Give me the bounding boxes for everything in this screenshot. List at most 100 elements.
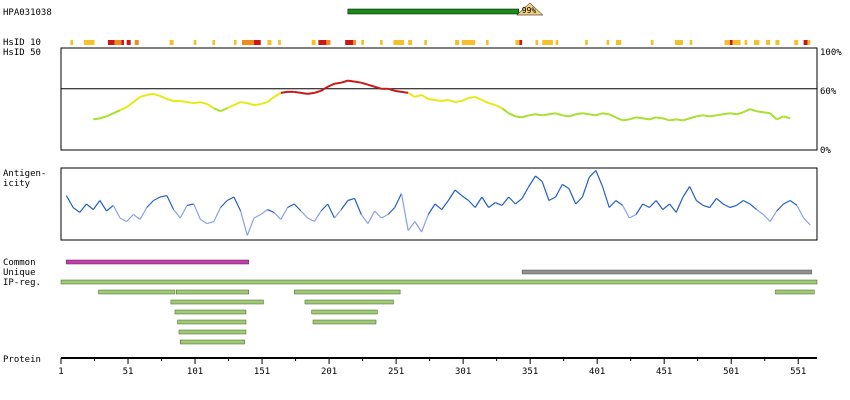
ipreg-fragment bbox=[304, 299, 394, 305]
hsid10-mark bbox=[233, 40, 237, 45]
protein-tick-label: 401 bbox=[589, 367, 605, 377]
hsid10-mark bbox=[585, 40, 588, 45]
identity-segment bbox=[669, 118, 677, 122]
ipreg-full-bar bbox=[60, 279, 818, 285]
hsid10-mark bbox=[169, 40, 174, 45]
antigenicity-segment bbox=[729, 204, 737, 209]
identity-segment bbox=[676, 118, 684, 122]
identity-segment bbox=[649, 116, 657, 121]
unique-label: Unique bbox=[3, 268, 36, 278]
identity-segment bbox=[723, 112, 731, 116]
hsid10-mark bbox=[615, 40, 622, 45]
ipreg-fragment bbox=[311, 309, 378, 315]
hsid10-mark bbox=[515, 40, 520, 45]
identity-segment bbox=[655, 116, 664, 120]
hsid10-mark bbox=[212, 40, 216, 45]
identity-segment bbox=[508, 112, 516, 118]
identity-segment bbox=[562, 114, 570, 118]
hsid10-mark bbox=[455, 40, 460, 45]
identity-segment bbox=[273, 92, 282, 98]
antigenicity-segment bbox=[595, 170, 604, 187]
identity-segment bbox=[213, 107, 221, 113]
antigenicity-segment bbox=[608, 200, 617, 208]
identity-segment bbox=[206, 103, 215, 110]
identity-segment bbox=[153, 92, 161, 97]
antigen-bar bbox=[347, 8, 520, 15]
hsid10-mark bbox=[70, 40, 74, 45]
identity-segment bbox=[253, 103, 261, 107]
identity-segment bbox=[126, 101, 134, 108]
antigenicity-segment bbox=[347, 197, 355, 202]
identity-segment bbox=[742, 108, 751, 114]
antigenicity-segment bbox=[381, 213, 389, 219]
antigenicity-segment bbox=[160, 195, 168, 198]
antigenicity-segment bbox=[307, 217, 315, 223]
antigenicity-segment bbox=[253, 213, 262, 219]
antigenicity-segment bbox=[488, 202, 496, 208]
identity-segment bbox=[266, 96, 275, 103]
identity-tick-60: 60% bbox=[820, 87, 837, 97]
antigenicity-segment bbox=[186, 203, 194, 206]
antigenicity-segment bbox=[293, 203, 302, 212]
identity-segment bbox=[474, 96, 483, 101]
antigenicity-segment bbox=[193, 203, 201, 220]
identity-segment bbox=[521, 114, 530, 119]
antigenicity-segment bbox=[575, 196, 583, 205]
identity-segment bbox=[441, 99, 449, 103]
antigenicity-segment bbox=[548, 196, 556, 202]
hsid10-mark bbox=[193, 40, 197, 45]
identity-segment bbox=[642, 117, 650, 121]
antigenicity-segment bbox=[240, 210, 248, 236]
antigenicity-segment bbox=[581, 177, 590, 198]
antigenicity-segment bbox=[562, 183, 570, 190]
identity-segment bbox=[783, 115, 791, 120]
antigenicity-segment bbox=[133, 214, 141, 220]
identity-segment bbox=[159, 95, 168, 100]
antigenicity-segment bbox=[709, 198, 717, 208]
antigenicity-segment bbox=[736, 200, 744, 206]
antigenicity-segment bbox=[662, 203, 670, 211]
page-title: HPA031038 bbox=[3, 8, 52, 18]
identity-segment bbox=[226, 104, 235, 110]
identity-segment bbox=[180, 100, 188, 104]
hsid10-mark bbox=[267, 40, 272, 45]
antigenicity-segment bbox=[495, 202, 503, 206]
identity-segment bbox=[240, 101, 248, 105]
antigenicity-segment bbox=[260, 209, 268, 215]
antigenicity-segment bbox=[65, 195, 74, 208]
ipreg-fragment bbox=[775, 289, 815, 295]
hsid10-mark bbox=[519, 40, 523, 45]
identity-segment bbox=[568, 113, 577, 118]
identity-segment bbox=[394, 89, 402, 93]
identity-segment bbox=[542, 113, 550, 117]
identity-segment bbox=[320, 85, 329, 92]
identity-segment bbox=[307, 91, 315, 95]
hsid10-mark bbox=[311, 40, 316, 45]
hsid10-mark bbox=[542, 40, 553, 45]
antigenicity-segment bbox=[622, 205, 630, 219]
identity-segment bbox=[300, 91, 308, 95]
antigenicity-segment bbox=[803, 217, 811, 226]
protein-tick-label: 501 bbox=[723, 367, 739, 377]
antigenicity-segment bbox=[474, 196, 483, 208]
identity-segment bbox=[635, 116, 643, 120]
antigenicity-segment bbox=[200, 218, 208, 225]
protein-tick-label: 1 bbox=[58, 367, 63, 377]
antigen-identity-label: 99% bbox=[522, 6, 537, 15]
identity-segment bbox=[702, 114, 710, 118]
identity-segment bbox=[528, 113, 536, 117]
antigenicity-segment bbox=[367, 210, 376, 224]
antigenicity-segment bbox=[756, 209, 764, 215]
identity-segment bbox=[448, 99, 456, 104]
antigenicity-segment bbox=[333, 209, 342, 219]
antigenicity-segment bbox=[696, 200, 704, 206]
antigenicity-segment bbox=[675, 196, 684, 213]
identity-segment bbox=[535, 113, 543, 117]
hsid10-mark bbox=[353, 40, 356, 45]
antigenicity-segment bbox=[327, 203, 335, 219]
identity-segment bbox=[629, 116, 637, 121]
hsid10-label: HsID 10 bbox=[3, 38, 41, 48]
antigenicity-segment bbox=[749, 203, 758, 211]
region-tracks bbox=[60, 259, 818, 285]
antigenicity-segment bbox=[99, 200, 108, 212]
